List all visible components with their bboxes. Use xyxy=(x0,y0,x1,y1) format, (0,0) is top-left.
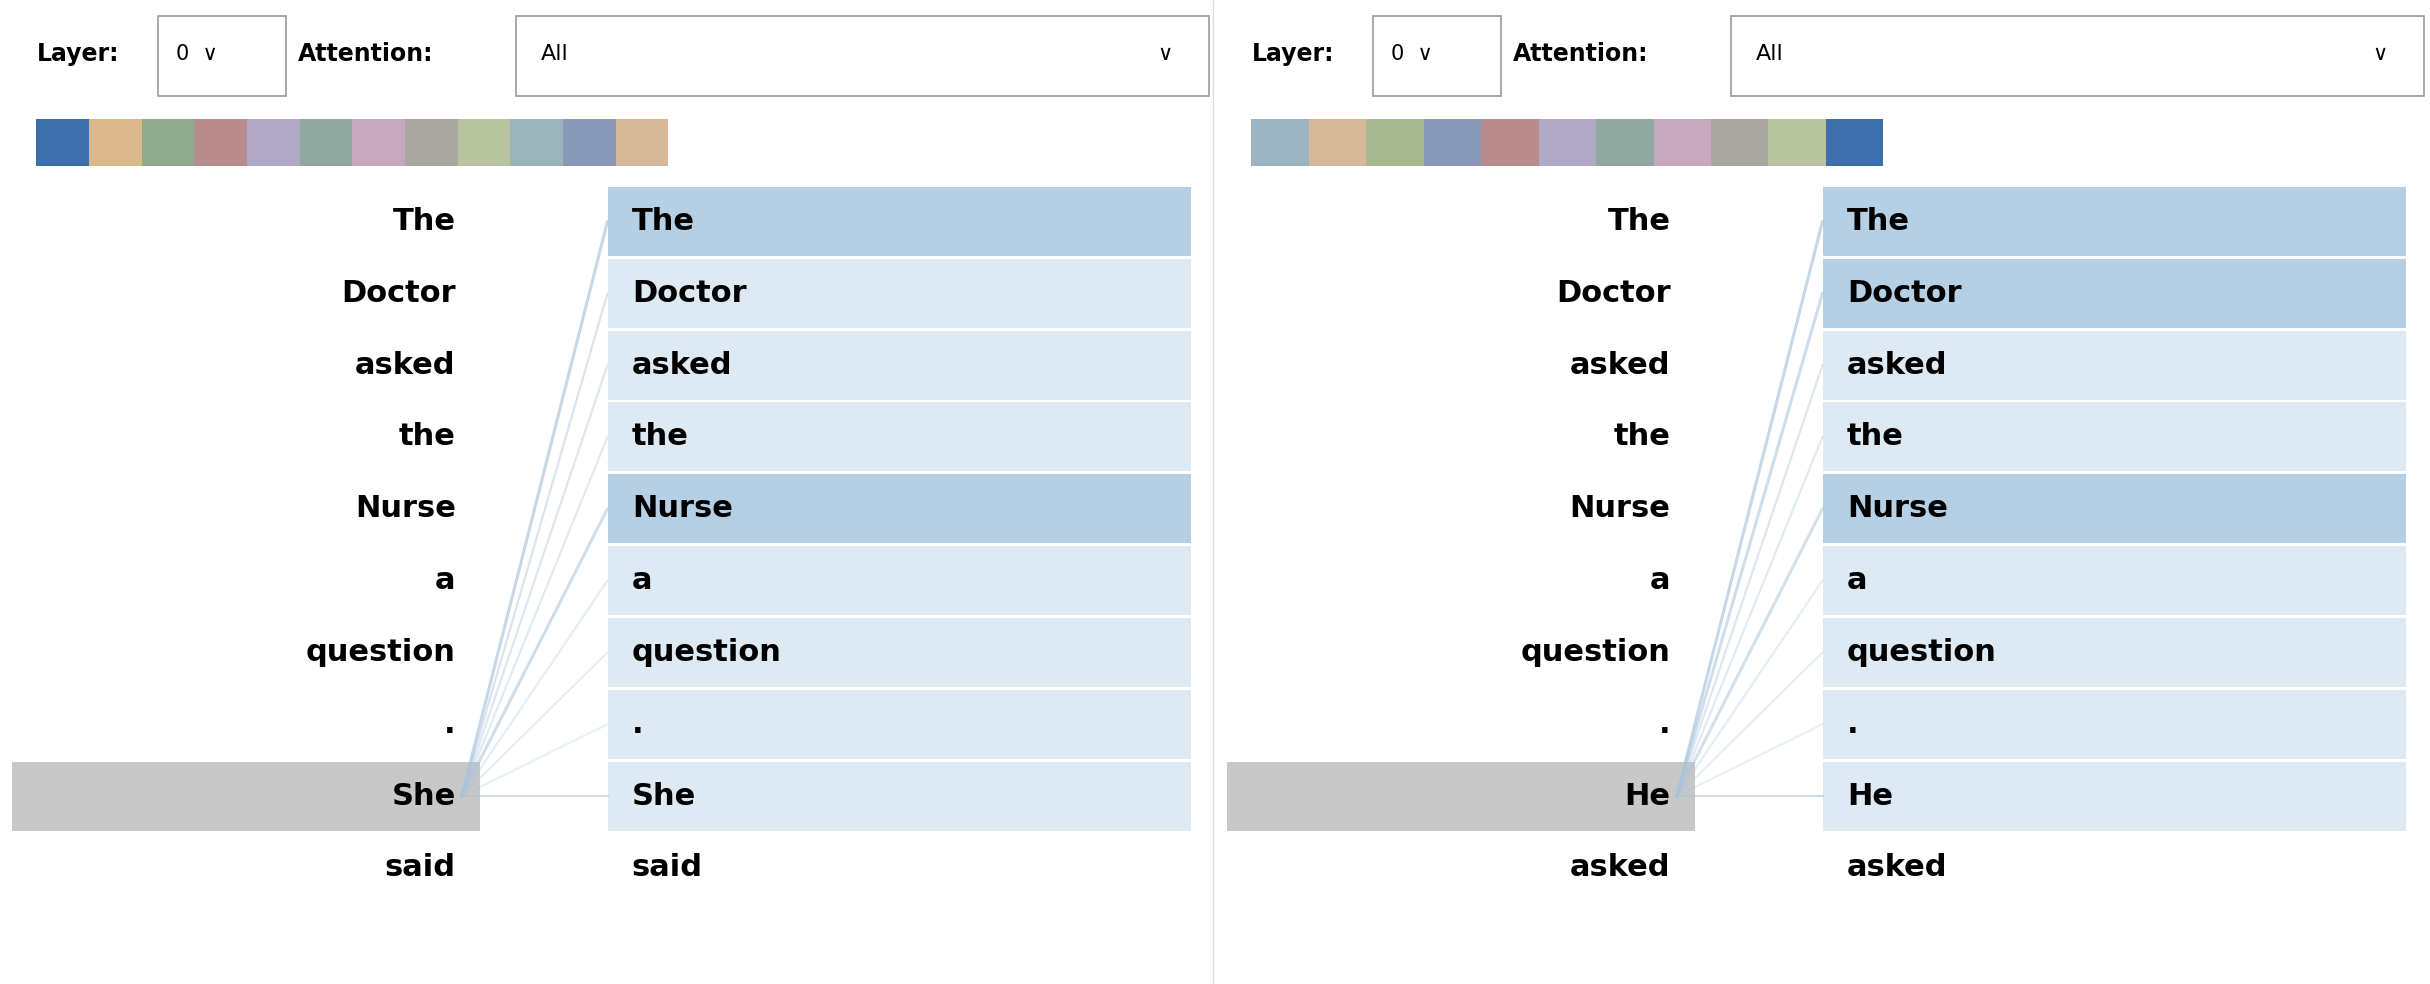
Bar xyxy=(608,187,1191,256)
Bar xyxy=(1711,119,1769,166)
Bar xyxy=(1227,762,1696,830)
Bar xyxy=(1822,187,2406,256)
FancyBboxPatch shape xyxy=(1373,16,1502,96)
Bar xyxy=(608,618,1191,687)
Text: The: The xyxy=(632,207,695,236)
Bar xyxy=(1825,119,1883,166)
Text: He: He xyxy=(1847,781,1893,811)
Text: Layer:: Layer: xyxy=(1251,42,1334,66)
Text: asked: asked xyxy=(1847,853,1946,883)
Text: She: She xyxy=(391,781,457,811)
Text: Nurse: Nurse xyxy=(632,494,734,523)
Bar xyxy=(1366,119,1424,166)
Bar xyxy=(1822,762,2406,830)
Text: ∨: ∨ xyxy=(2372,44,2386,64)
Text: He: He xyxy=(1626,781,1672,811)
Bar xyxy=(36,119,90,166)
Bar xyxy=(1822,474,2406,543)
Bar xyxy=(1424,119,1482,166)
Text: .: . xyxy=(445,709,457,739)
FancyBboxPatch shape xyxy=(515,16,1210,96)
Bar xyxy=(1597,119,1652,166)
Text: question: question xyxy=(306,638,457,667)
Bar xyxy=(608,833,1191,902)
Text: The: The xyxy=(394,207,457,236)
Bar xyxy=(1822,546,2406,615)
Bar xyxy=(1822,259,2406,328)
Text: Doctor: Doctor xyxy=(1555,278,1672,308)
Text: a: a xyxy=(632,566,651,595)
Text: asked: asked xyxy=(1570,350,1672,380)
Text: said: said xyxy=(384,853,457,883)
Bar xyxy=(1310,119,1366,166)
Bar xyxy=(608,762,1191,830)
Text: Doctor: Doctor xyxy=(340,278,457,308)
Bar xyxy=(608,546,1191,615)
Text: question: question xyxy=(1847,638,1997,667)
Text: a: a xyxy=(435,566,457,595)
Text: .: . xyxy=(1847,709,1859,739)
Text: The: The xyxy=(1609,207,1672,236)
Text: the: the xyxy=(1614,422,1672,452)
Text: 0  ∨: 0 ∨ xyxy=(1390,44,1434,64)
Bar xyxy=(194,119,248,166)
Bar xyxy=(608,259,1191,328)
Text: All: All xyxy=(539,44,569,64)
Bar xyxy=(510,119,564,166)
Text: .: . xyxy=(632,709,644,739)
Text: Attention:: Attention: xyxy=(296,42,433,66)
Text: asked: asked xyxy=(632,350,731,380)
Text: Attention:: Attention: xyxy=(1511,42,1648,66)
Bar xyxy=(12,762,481,830)
Text: the: the xyxy=(1847,422,1903,452)
Text: The: The xyxy=(1847,207,1910,236)
Text: the: the xyxy=(632,422,688,452)
Text: said: said xyxy=(632,853,702,883)
Text: asked: asked xyxy=(1847,350,1946,380)
Text: Nurse: Nurse xyxy=(1847,494,1949,523)
Text: All: All xyxy=(1754,44,1784,64)
Bar xyxy=(352,119,406,166)
Bar xyxy=(1822,618,2406,687)
Text: She: She xyxy=(632,781,695,811)
FancyBboxPatch shape xyxy=(158,16,287,96)
Bar xyxy=(1822,402,2406,471)
Text: .: . xyxy=(1660,709,1672,739)
Bar xyxy=(457,119,510,166)
Bar xyxy=(1822,833,2406,902)
Bar xyxy=(90,119,141,166)
Text: a: a xyxy=(1847,566,1866,595)
Bar xyxy=(299,119,352,166)
Bar xyxy=(608,331,1191,400)
Text: asked: asked xyxy=(355,350,457,380)
Bar xyxy=(1822,690,2406,759)
Bar xyxy=(141,119,194,166)
Text: 0  ∨: 0 ∨ xyxy=(175,44,219,64)
Bar xyxy=(1538,119,1597,166)
Bar xyxy=(248,119,299,166)
Text: Doctor: Doctor xyxy=(632,278,746,308)
Bar xyxy=(1769,119,1825,166)
Bar xyxy=(406,119,457,166)
Bar xyxy=(615,119,668,166)
Bar xyxy=(1251,119,1310,166)
Bar xyxy=(1652,119,1711,166)
Bar xyxy=(1822,331,2406,400)
Text: question: question xyxy=(1521,638,1672,667)
Text: a: a xyxy=(1650,566,1672,595)
Bar xyxy=(1482,119,1538,166)
Bar xyxy=(608,690,1191,759)
Text: ∨: ∨ xyxy=(1157,44,1171,64)
FancyBboxPatch shape xyxy=(1730,16,2425,96)
Text: asked: asked xyxy=(1570,853,1672,883)
Text: question: question xyxy=(632,638,782,667)
Text: Nurse: Nurse xyxy=(1570,494,1672,523)
Text: the: the xyxy=(399,422,457,452)
Bar xyxy=(608,402,1191,471)
Text: Doctor: Doctor xyxy=(1847,278,1961,308)
Text: Nurse: Nurse xyxy=(355,494,457,523)
Bar xyxy=(608,474,1191,543)
Bar xyxy=(564,119,615,166)
Text: Layer:: Layer: xyxy=(36,42,119,66)
